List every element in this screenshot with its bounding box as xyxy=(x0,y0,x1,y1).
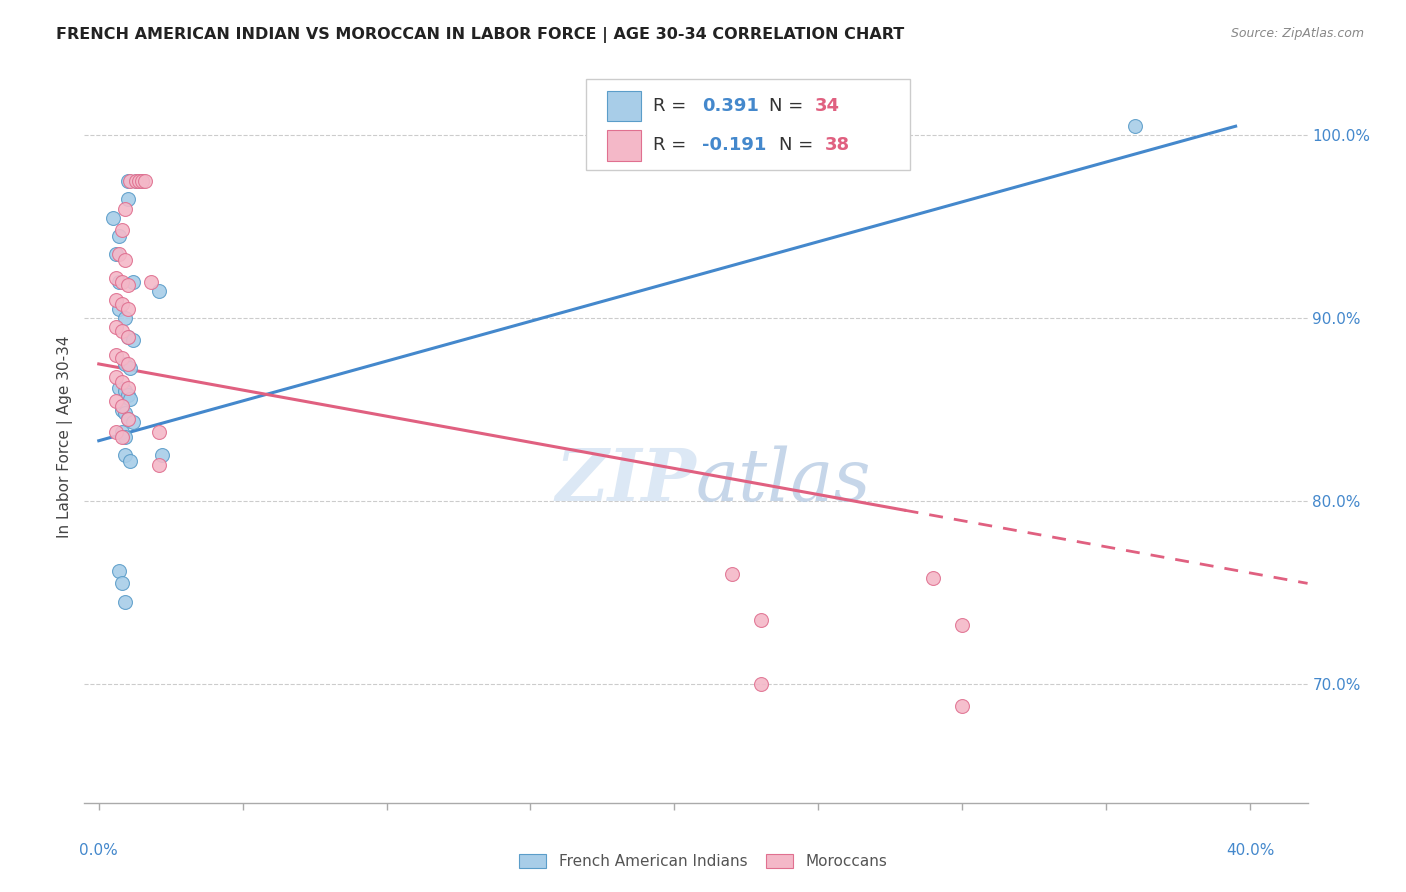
Point xyxy=(108,381,131,395)
Point xyxy=(105,320,128,334)
Point xyxy=(105,247,128,261)
Point xyxy=(101,211,124,225)
Point xyxy=(150,448,173,462)
Legend: French American Indians, Moroccans: French American Indians, Moroccans xyxy=(513,847,893,875)
Text: 38: 38 xyxy=(824,136,849,154)
Point xyxy=(111,576,134,591)
Point xyxy=(125,174,148,188)
Point xyxy=(108,247,131,261)
Point xyxy=(950,698,973,713)
Point xyxy=(114,448,136,462)
Point xyxy=(114,252,136,267)
Point xyxy=(114,202,136,216)
Point xyxy=(105,348,128,362)
Text: 40.0%: 40.0% xyxy=(1226,843,1274,858)
Point xyxy=(721,567,744,582)
Point xyxy=(117,381,139,395)
Y-axis label: In Labor Force | Age 30-34: In Labor Force | Age 30-34 xyxy=(58,335,73,539)
Text: R =: R = xyxy=(654,97,692,115)
Point xyxy=(1123,120,1146,134)
Point xyxy=(117,357,139,371)
Point xyxy=(105,425,128,439)
Point xyxy=(111,425,134,439)
Point xyxy=(125,174,148,188)
Text: FRENCH AMERICAN INDIAN VS MOROCCAN IN LABOR FORCE | AGE 30-34 CORRELATION CHART: FRENCH AMERICAN INDIAN VS MOROCCAN IN LA… xyxy=(56,27,904,43)
Point xyxy=(120,174,142,188)
Point xyxy=(117,411,139,425)
Point xyxy=(111,351,134,366)
Point xyxy=(117,301,139,316)
Text: R =: R = xyxy=(654,136,692,154)
Point xyxy=(120,392,142,406)
Point xyxy=(114,594,136,608)
Point xyxy=(114,384,136,399)
Text: atlas: atlas xyxy=(696,446,872,516)
Point xyxy=(114,406,136,420)
Point xyxy=(122,333,145,347)
Point xyxy=(108,564,131,578)
Point xyxy=(139,275,162,289)
Point xyxy=(120,454,142,468)
FancyBboxPatch shape xyxy=(606,130,641,161)
Point xyxy=(108,228,131,243)
Point xyxy=(111,324,134,338)
Point xyxy=(128,174,150,188)
Point xyxy=(749,613,772,627)
Point xyxy=(111,430,134,444)
Point xyxy=(117,174,139,188)
Point xyxy=(117,329,139,343)
Point xyxy=(120,360,142,375)
Point xyxy=(111,223,134,237)
Point xyxy=(148,425,170,439)
Point xyxy=(117,329,139,343)
Point xyxy=(114,357,136,371)
Text: ZIP: ZIP xyxy=(555,445,696,516)
FancyBboxPatch shape xyxy=(586,78,910,170)
Point xyxy=(105,369,128,384)
FancyBboxPatch shape xyxy=(606,90,641,121)
Point xyxy=(131,174,153,188)
Point xyxy=(111,399,134,413)
Point xyxy=(117,411,139,425)
Point xyxy=(105,271,128,285)
Point xyxy=(105,293,128,307)
Text: N =: N = xyxy=(769,97,810,115)
Point xyxy=(122,275,145,289)
Point xyxy=(134,174,156,188)
Point xyxy=(111,375,134,389)
Point xyxy=(749,677,772,691)
Point xyxy=(148,458,170,472)
Point xyxy=(114,430,136,444)
Point xyxy=(111,296,134,310)
Point xyxy=(117,388,139,402)
Text: -0.191: -0.191 xyxy=(702,136,766,154)
Point xyxy=(117,278,139,293)
Point xyxy=(114,311,136,326)
Point xyxy=(117,192,139,206)
Point xyxy=(122,416,145,430)
Point xyxy=(950,618,973,632)
Point xyxy=(108,275,131,289)
Point xyxy=(111,402,134,417)
Point xyxy=(922,571,945,585)
Text: 0.391: 0.391 xyxy=(702,97,759,115)
Text: N =: N = xyxy=(779,136,820,154)
Point xyxy=(111,275,134,289)
Point xyxy=(108,301,131,316)
Point xyxy=(128,174,150,188)
Point xyxy=(105,393,128,408)
Text: 0.0%: 0.0% xyxy=(79,843,118,858)
Text: Source: ZipAtlas.com: Source: ZipAtlas.com xyxy=(1230,27,1364,40)
Point xyxy=(131,174,153,188)
Text: 34: 34 xyxy=(814,97,839,115)
Point xyxy=(148,284,170,298)
